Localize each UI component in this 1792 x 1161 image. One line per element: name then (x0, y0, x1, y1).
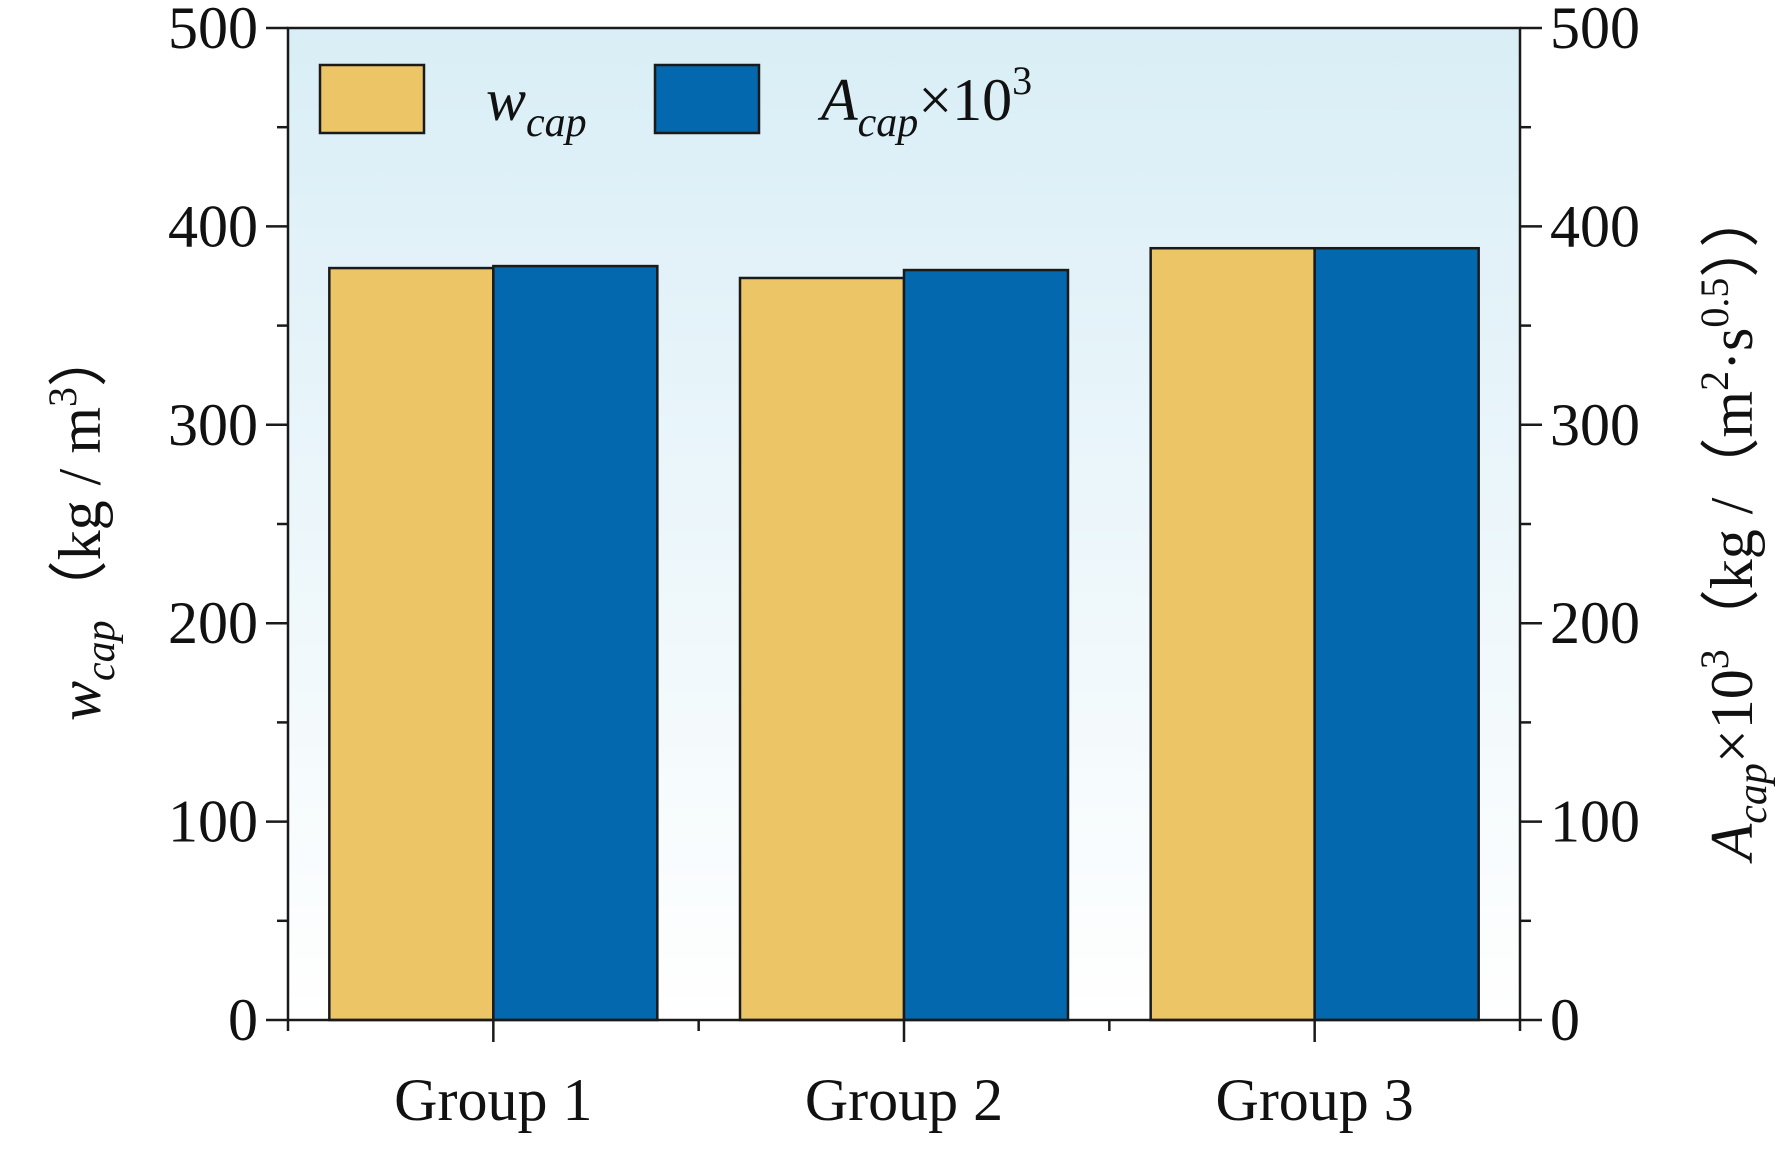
left-tick-label: 100 (168, 789, 258, 855)
right-axis-title-unit: （kg /（m (1699, 391, 1765, 649)
legend-suffix: ×10 (918, 67, 1012, 133)
bar-group-3-series-2 (1313, 246, 1480, 1022)
right-tick-label: 200 (1550, 590, 1640, 656)
right-axis-title-sub: cap (1730, 763, 1776, 824)
right-axis-title-close: ）） (1699, 188, 1765, 278)
right-axis-title: Acap×103（kg /（m2·s0.5）） (1692, 188, 1776, 865)
right-axis-title-mid: ·s (1699, 328, 1765, 371)
axes-layer: 0 100 200 300 400 500 0 100 200 300 400 500 (168, 0, 1640, 1053)
left-tick-label: 500 (168, 0, 258, 61)
legend: wcap Acap×103 (318, 58, 1032, 146)
bar-group-1-series-1 (328, 266, 495, 1022)
bar-group-2-series-2 (902, 268, 1070, 1022)
category-label: Group 3 (1216, 1067, 1414, 1133)
legend-swatch-2 (653, 63, 761, 135)
right-axis-title-sup2: 0.5 (1692, 278, 1737, 328)
right-axis-title-multsup: 3 (1692, 649, 1737, 669)
legend-var: A (817, 67, 858, 133)
right-axis-title-mult: ×10 (1699, 669, 1765, 763)
right-tick-label: 400 (1550, 193, 1640, 259)
right-axis-title-sup1: 2 (1692, 371, 1737, 391)
bars-layer (328, 246, 1480, 1022)
right-axis-title-var: A (1699, 823, 1765, 864)
left-axis-title-sup: 3 (40, 387, 85, 407)
left-tick-label: 0 (228, 987, 258, 1053)
left-tick-label: 400 (168, 193, 258, 259)
left-tick-label: 200 (168, 590, 258, 656)
legend-sub: cap (858, 100, 919, 146)
left-axis-title: wcap（kg / m3） (40, 327, 124, 721)
category-label: Group 1 (394, 1067, 592, 1133)
left-tick-label: 300 (168, 392, 258, 458)
left-axis-title-unit: （kg / m (47, 407, 113, 620)
legend-sup: 3 (1012, 58, 1032, 103)
right-tick-label: 0 (1550, 987, 1580, 1053)
legend-sub: cap (526, 100, 587, 146)
bar-group-2-series-1 (738, 276, 906, 1022)
legend-swatch-1 (318, 63, 426, 135)
bar-group-3-series-1 (1149, 246, 1316, 1022)
legend-label-1: wcap (486, 67, 587, 146)
right-tick-label: 300 (1550, 392, 1640, 458)
category-label: Group 2 (805, 1067, 1003, 1133)
left-axis-title-var: w (47, 681, 113, 721)
left-axis-title-close: ） (47, 327, 113, 387)
legend-var: w (486, 67, 526, 133)
left-axis-title-sub: cap (78, 620, 124, 681)
bar-group-1-series-2 (492, 264, 659, 1022)
right-tick-label: 100 (1550, 789, 1640, 855)
legend-label-2: Acap×103 (817, 58, 1032, 146)
right-tick-label: 500 (1550, 0, 1640, 61)
